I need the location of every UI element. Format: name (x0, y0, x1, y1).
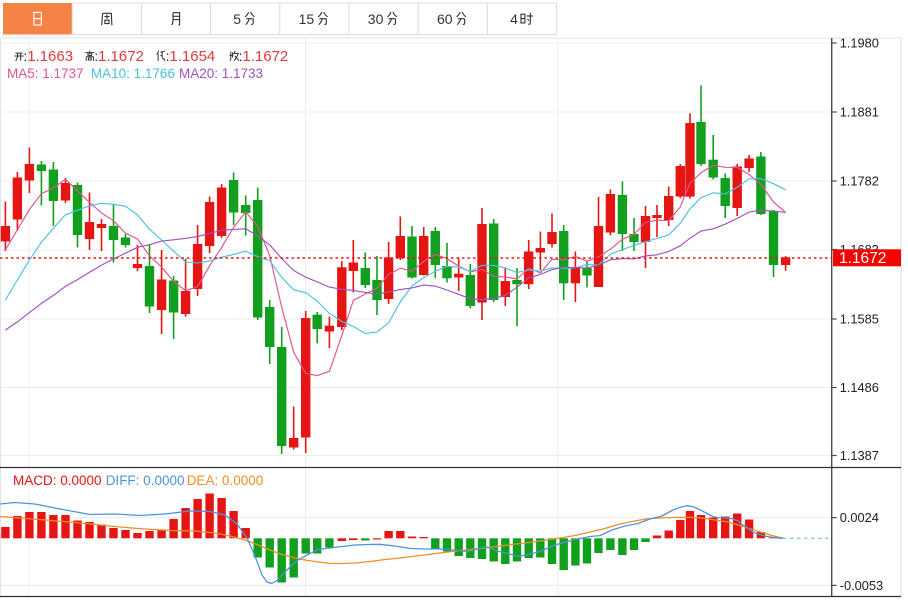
svg-text:1.1672: 1.1672 (839, 250, 886, 267)
svg-text:5: 5 (233, 11, 241, 27)
svg-text:1.1387: 1.1387 (840, 448, 879, 463)
svg-text:15: 15 (299, 11, 315, 27)
svg-text:1.1663: 1.1663 (27, 48, 73, 65)
svg-text:MACD: 0.0000: MACD: 0.0000 (13, 473, 102, 488)
svg-text:1.1672: 1.1672 (242, 48, 288, 65)
svg-text:30: 30 (368, 11, 384, 27)
svg-text:MA10: 1.1766: MA10: 1.1766 (91, 66, 175, 81)
svg-text:1.1486: 1.1486 (840, 380, 879, 395)
svg-text::: : (166, 48, 170, 64)
svg-text:0.0024: 0.0024 (840, 510, 879, 525)
svg-text:DIFF: 0.0000: DIFF: 0.0000 (106, 473, 185, 488)
svg-text::: : (94, 48, 98, 64)
svg-text:MA5: 1.1737: MA5: 1.1737 (7, 66, 84, 81)
svg-text:1.1980: 1.1980 (840, 35, 879, 50)
svg-text::: : (239, 48, 243, 64)
svg-text:1.1654: 1.1654 (169, 48, 215, 65)
svg-text:MA20: 1.1733: MA20: 1.1733 (179, 66, 263, 81)
svg-text:1.1585: 1.1585 (840, 311, 879, 326)
svg-text:4: 4 (510, 11, 518, 27)
svg-text:1.1881: 1.1881 (840, 104, 879, 119)
svg-text:1.1672: 1.1672 (98, 48, 144, 65)
svg-text:1.1782: 1.1782 (840, 173, 879, 188)
svg-text:DEA: 0.0000: DEA: 0.0000 (187, 473, 264, 488)
svg-text::: : (23, 48, 27, 64)
svg-text:-0.0053: -0.0053 (840, 578, 883, 593)
svg-text:60: 60 (437, 11, 453, 27)
